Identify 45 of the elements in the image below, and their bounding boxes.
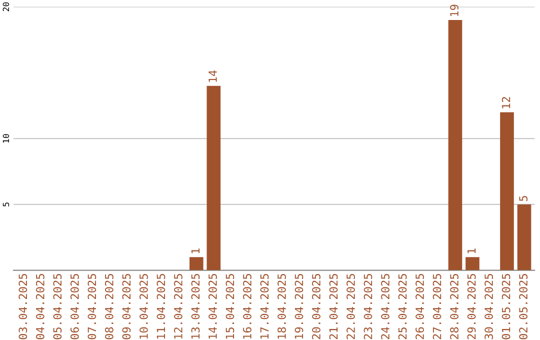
x-tick-label: 18.04.2025: [278, 274, 286, 339]
data-label: 5: [519, 196, 528, 202]
x-tick-label: 06.04.2025: [70, 274, 79, 340]
x-tick-label: 27.04.2025: [432, 274, 442, 340]
y-tick-label: 5: [2, 202, 10, 206]
data-label: 1: [191, 248, 200, 254]
y-tick-label: 10: [2, 134, 10, 143]
x-tick-label: 11.04.2025: [156, 274, 166, 339]
x-tick-label: 08.04.2025: [104, 274, 114, 340]
x-tick-label: 01.05.2025: [502, 274, 510, 340]
x-tick-label: 02.05.2025: [519, 274, 528, 340]
x-tick-label: 07.04.2025: [88, 274, 96, 340]
x-tick-label: 10.04.2025: [139, 274, 148, 339]
x-tick-label: 05.04.2025: [53, 274, 62, 340]
bar: [206, 86, 221, 270]
x-tick-label: 16.04.2025: [243, 274, 252, 339]
y-tick-label: 20: [2, 2, 10, 12]
bar: [448, 20, 462, 270]
data-label: 12: [502, 97, 510, 108]
x-tick-label: 12.04.2025: [174, 274, 182, 339]
data-label: 14: [208, 70, 217, 82]
x-tick-label: 09.04.2025: [122, 274, 131, 340]
x-tick-label: 19.04.2025: [294, 274, 304, 339]
x-tick-label: 20.04.2025: [312, 274, 320, 340]
x-tick-label: 30.04.2025: [484, 274, 493, 340]
x-tick-label: 24.04.2025: [381, 274, 390, 340]
bar: [190, 257, 204, 270]
x-tick-label: 04.04.2025: [36, 274, 44, 340]
x-tick-label: 28.04.2025: [450, 274, 458, 340]
data-label: 1: [467, 248, 476, 254]
x-tick-label: 26.04.2025: [416, 274, 424, 340]
bar: [517, 204, 532, 270]
x-tick-label: 17.04.2025: [260, 274, 269, 339]
x-tick-label: 14.04.2025: [208, 274, 217, 339]
x-tick-label: 03.04.2025: [18, 274, 28, 340]
x-tick-label: 29.04.2025: [467, 274, 476, 340]
x-tick-label: 23.04.2025: [364, 274, 372, 340]
bar: [466, 257, 480, 270]
bar: [500, 112, 514, 270]
x-tick-label: 22.04.2025: [346, 274, 355, 340]
data-label: 19: [450, 4, 458, 16]
x-tick-label: 21.04.2025: [329, 274, 338, 340]
x-tick-label: 13.04.2025: [191, 274, 200, 339]
x-tick-label: 25.04.2025: [398, 274, 407, 340]
x-tick-label: 15.04.2025: [226, 274, 234, 339]
